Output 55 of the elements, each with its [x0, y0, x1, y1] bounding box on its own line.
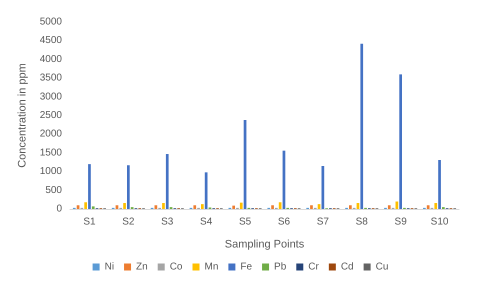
y-tick-label: 2000: [40, 128, 62, 140]
x-tick-label: S7: [316, 216, 330, 228]
x-tick-label: S6: [278, 216, 291, 228]
y-tick-label: 4500: [40, 35, 62, 46]
legend-label: Pb: [274, 262, 287, 272]
y-tick-label: 1500: [40, 147, 62, 158]
x-tick-label: S4: [200, 216, 213, 228]
bar: [271, 205, 274, 209]
x-tick-label: S1: [83, 216, 96, 228]
x-tick-label: S10: [430, 216, 449, 228]
bar: [356, 203, 360, 209]
y-tick-label: 1000: [40, 166, 62, 178]
bar: [88, 164, 91, 209]
bar: [76, 205, 80, 209]
x-tick-label: S9: [394, 216, 408, 228]
bar: [396, 202, 398, 209]
y-tick-label: 0: [56, 204, 62, 214]
bar: [318, 204, 320, 209]
bar: [240, 202, 243, 209]
bar: [310, 205, 313, 209]
legend-label: Fe: [240, 262, 252, 272]
x-tick-label: S5: [238, 216, 252, 228]
bar: [321, 166, 324, 209]
bar: [123, 203, 126, 209]
legend-label: Mn: [204, 262, 218, 272]
bar: [438, 160, 441, 209]
bar: [244, 120, 246, 209]
bar: [399, 74, 402, 209]
bar: [166, 154, 169, 209]
bar: [282, 150, 286, 209]
legend-label: Cu: [376, 262, 388, 272]
bar: [360, 44, 364, 209]
bar: [232, 206, 236, 209]
bar: [126, 165, 130, 209]
legend-label: Zn: [136, 262, 148, 272]
bar: [116, 205, 118, 209]
x-tick-label: S8: [356, 216, 368, 228]
legend-label: Cd: [340, 262, 354, 272]
y-tick-label: 3500: [40, 72, 62, 84]
x-tick-label: S2: [122, 216, 135, 228]
legend-label: Cr: [308, 262, 320, 272]
x-axis-title: Sampling Points: [224, 238, 305, 250]
legend-label: Ni: [104, 262, 114, 272]
y-axis-title: Concentration in ppm: [16, 63, 28, 168]
bar: [204, 172, 208, 209]
y-tick-label: 5000: [40, 16, 62, 28]
bar: [201, 204, 204, 209]
y-tick-label: 2500: [40, 110, 62, 121]
y-tick-label: 4000: [40, 54, 62, 65]
y-tick-label: 500: [45, 184, 62, 196]
legend-label: Co: [170, 262, 183, 272]
y-tick-label: 3000: [40, 91, 62, 102]
x-tick-label: S3: [161, 216, 174, 228]
bar: [162, 203, 165, 209]
bar: [434, 203, 438, 209]
